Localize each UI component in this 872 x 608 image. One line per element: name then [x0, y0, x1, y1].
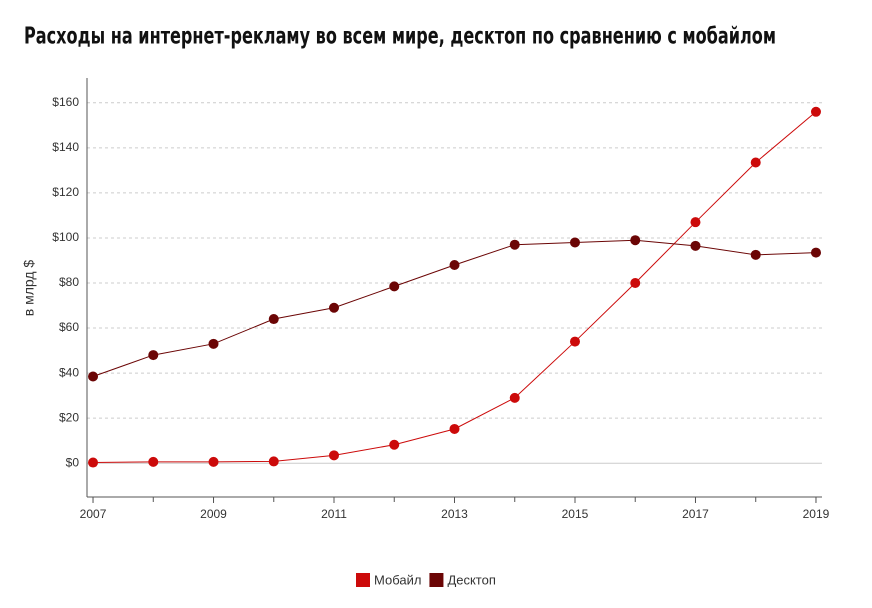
point: [810, 247, 821, 258]
legend-swatch: [429, 573, 444, 587]
point: [690, 217, 701, 228]
x-tick-label: 2007: [80, 507, 107, 521]
y-tick-label: $140: [52, 140, 79, 154]
point: [389, 439, 400, 450]
point: [329, 302, 340, 313]
y-tick-label: $0: [66, 455, 80, 469]
point: [449, 259, 460, 270]
legend-label: Десктоп: [447, 572, 495, 587]
point: [148, 456, 159, 467]
y-tick-label: $80: [59, 275, 79, 289]
point: [88, 457, 99, 468]
y-tick-label: $160: [52, 95, 79, 109]
point: [630, 277, 641, 288]
x-tick-label: 2013: [441, 507, 468, 521]
point: [389, 281, 400, 292]
x-tick-label: 2017: [682, 507, 709, 521]
y-tick-label: $60: [59, 320, 79, 334]
x-tick-label: 2011: [321, 507, 347, 521]
point: [208, 338, 219, 349]
point: [329, 450, 340, 461]
y-tick-label: $100: [52, 230, 79, 244]
chart-title: Расходы на интернет-рекламу во всем мире…: [24, 24, 776, 50]
x-tick-label: 2009: [200, 507, 227, 521]
series-line: [93, 111, 817, 464]
point: [268, 314, 279, 325]
point: [208, 456, 219, 467]
point: [690, 240, 701, 251]
point: [449, 423, 460, 434]
x-tick-label: 2015: [562, 507, 589, 521]
point: [569, 336, 580, 347]
y-tick-label: $40: [59, 365, 79, 379]
point: [569, 237, 580, 248]
point: [810, 106, 821, 117]
point: [509, 392, 520, 403]
point: [268, 456, 279, 467]
point: [750, 157, 761, 168]
point: [630, 235, 641, 246]
y-tick-label: $20: [59, 410, 79, 424]
legend-label: Мобайл: [374, 572, 421, 587]
x-tick-label: 2019: [803, 507, 830, 521]
point: [148, 350, 159, 361]
point: [509, 239, 520, 250]
y-tick-label: $120: [52, 185, 79, 199]
point: [750, 249, 761, 260]
legend-swatch: [356, 573, 370, 587]
point: [88, 371, 99, 382]
y-axis-label: в млрд $: [21, 260, 37, 317]
